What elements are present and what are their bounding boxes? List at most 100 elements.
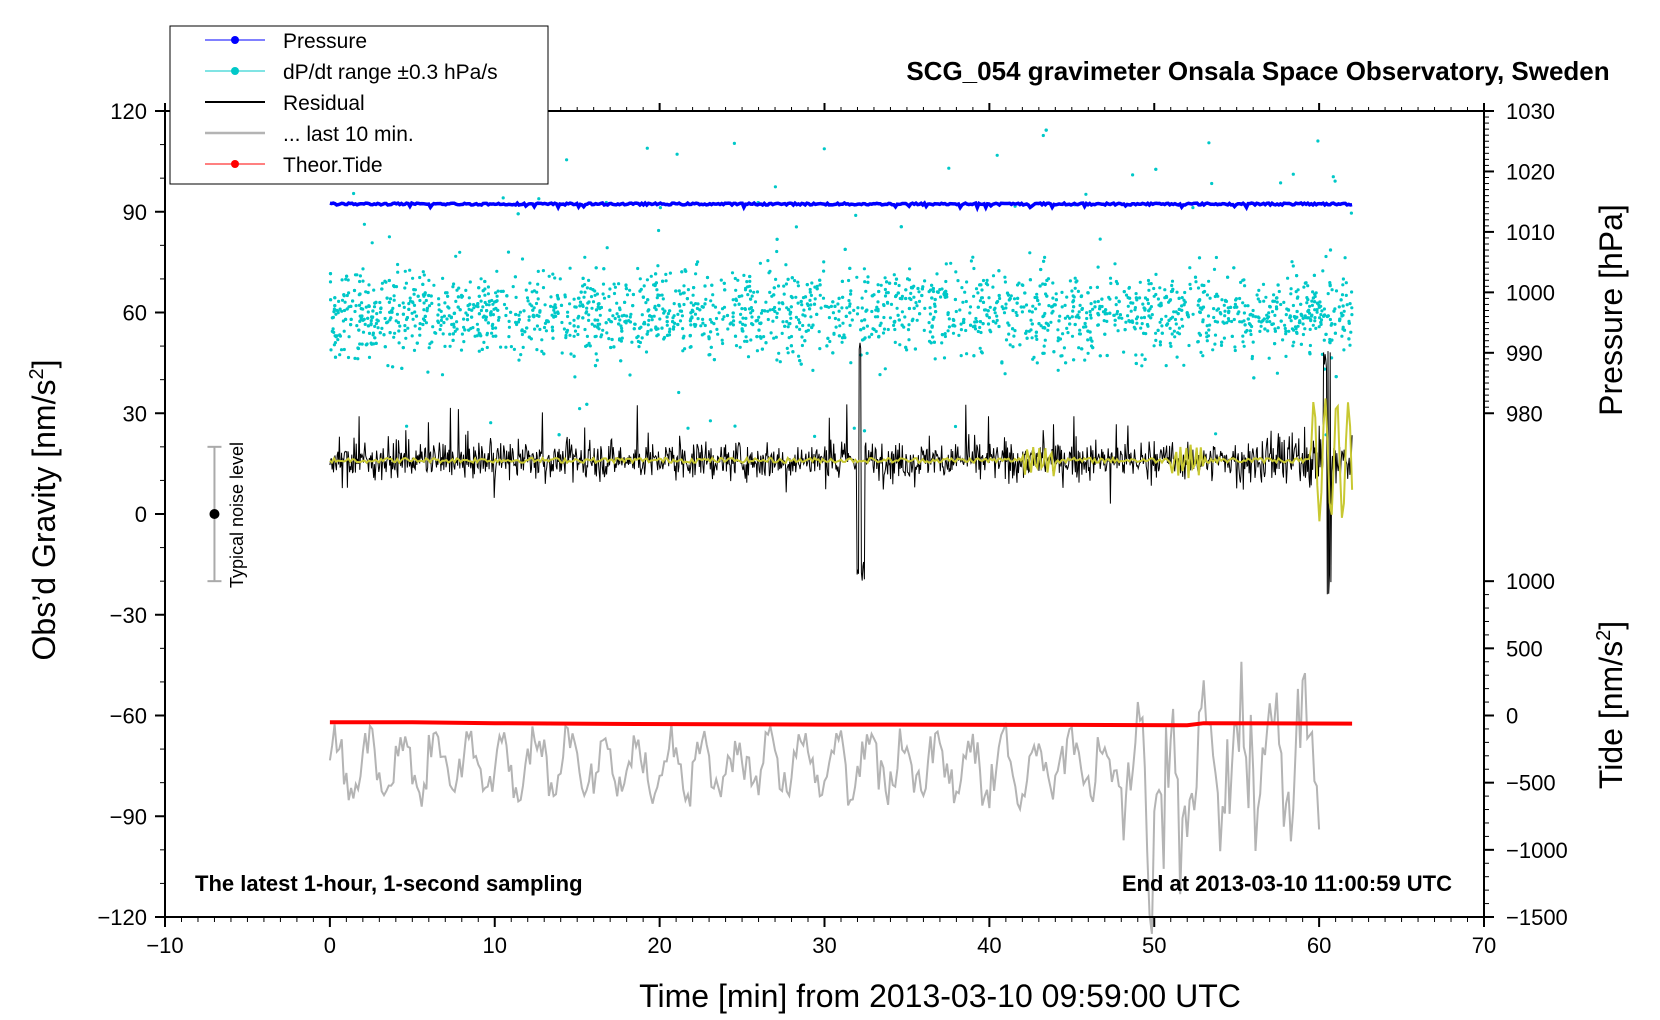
dpdt-point (746, 355, 751, 359)
dpdt-point (639, 325, 643, 329)
dpdt-point (441, 276, 445, 280)
dpdt-point (547, 274, 551, 278)
dpdt-point (808, 290, 812, 294)
dpdt-point (732, 141, 737, 145)
x-tick-label: 70 (1472, 933, 1496, 958)
dpdt-point (345, 307, 349, 311)
dpdt-point (584, 344, 588, 348)
dpdt-point (1045, 278, 1049, 282)
dpdt-point (405, 316, 409, 320)
dpdt-point (1100, 297, 1104, 301)
dpdt-point (1333, 322, 1337, 326)
dpdt-point (1301, 332, 1305, 337)
dpdt-point (565, 330, 569, 334)
dpdt-point (338, 353, 342, 357)
dpdt-point (490, 331, 494, 335)
dpdt-point (1264, 295, 1268, 299)
dpdt-point (910, 319, 914, 323)
dpdt-point (605, 246, 609, 250)
dpdt-point (601, 292, 605, 296)
dpdt-point (551, 329, 555, 333)
dpdt-point (1068, 316, 1072, 320)
dpdt-point (645, 146, 649, 150)
dpdt-point (787, 336, 791, 340)
dpdt-point (734, 298, 739, 303)
dpdt-point (896, 313, 900, 317)
dpdt-point (1308, 304, 1312, 308)
dpdt-point (1154, 338, 1158, 342)
dpdt-point (408, 296, 412, 300)
dpdt-point (654, 308, 658, 312)
dpdt-point (754, 319, 758, 323)
dpdt-point (582, 295, 586, 299)
dpdt-point (932, 315, 936, 319)
dpdt-point (1303, 281, 1307, 285)
dpdt-point (1098, 237, 1102, 241)
dpdt-point (1173, 317, 1178, 322)
dpdt-point (1328, 283, 1332, 287)
dpdt-point (583, 290, 587, 294)
noise-bar-label: Typical noise level (227, 442, 247, 588)
dpdt-point (1210, 181, 1214, 186)
dpdt-point (789, 305, 793, 309)
dpdt-point (472, 306, 476, 310)
legend-residual-label: Residual (283, 92, 365, 115)
dpdt-point (879, 283, 883, 287)
y-tick-label: −120 (97, 905, 147, 930)
dpdt-point (784, 263, 788, 267)
dpdt-point (1272, 293, 1276, 297)
dpdt-point (1158, 343, 1162, 347)
dpdt-point (1083, 321, 1087, 326)
dpdt-point (828, 339, 832, 344)
dpdt-point (953, 297, 958, 302)
dpdt-point (1168, 341, 1172, 345)
dpdt-point (470, 315, 474, 319)
dpdt-point (1124, 293, 1129, 297)
dpdt-point (513, 275, 518, 279)
dpdt-point (388, 297, 393, 301)
dpdt-point (822, 260, 826, 264)
dpdt-point (557, 433, 561, 437)
dpdt-point (1160, 324, 1164, 328)
dpdt-point (1066, 314, 1070, 318)
dpdt-point (329, 298, 333, 302)
dpdt-point (1050, 305, 1054, 309)
dpdt-point (1075, 279, 1079, 283)
y-axis-label-left: Obs’d Gravity [nm/s2] (26, 360, 62, 661)
dpdt-point (1345, 303, 1349, 307)
dpdt-point (487, 303, 491, 307)
dpdt-point (1172, 310, 1176, 314)
dpdt-point (840, 340, 844, 344)
dpdt-point (822, 147, 826, 151)
dpdt-point (737, 294, 741, 299)
dpdt-point (710, 283, 714, 287)
dpdt-point (620, 326, 624, 330)
dpdt-point (797, 318, 801, 322)
dpdt-point (485, 309, 489, 313)
dpdt-point (1068, 279, 1072, 283)
dpdt-point (757, 315, 761, 319)
dpdt-point (1317, 305, 1321, 309)
dpdt-point (1212, 315, 1216, 320)
dpdt-point (837, 296, 841, 300)
dpdt-point (1039, 324, 1043, 328)
dpdt-point (803, 295, 808, 299)
dpdt-point (401, 312, 405, 316)
dpdt-point (1115, 309, 1120, 314)
dpdt-point (991, 285, 995, 289)
dpdt-point (987, 316, 992, 320)
dpdt-point (733, 276, 737, 281)
dpdt-point (425, 306, 429, 310)
dpdt-point (981, 322, 985, 326)
dpdt-point (494, 326, 498, 330)
dpdt-point (708, 318, 712, 322)
dpdt-point (1003, 275, 1007, 279)
tide-tick-label: 0 (1506, 704, 1518, 729)
dpdt-point (472, 303, 476, 307)
dpdt-point (699, 324, 703, 328)
dpdt-point (385, 296, 389, 300)
dpdt-point (1020, 283, 1024, 287)
dpdt-point (1235, 305, 1239, 309)
dpdt-point (1205, 335, 1209, 339)
dpdt-point (342, 308, 347, 313)
